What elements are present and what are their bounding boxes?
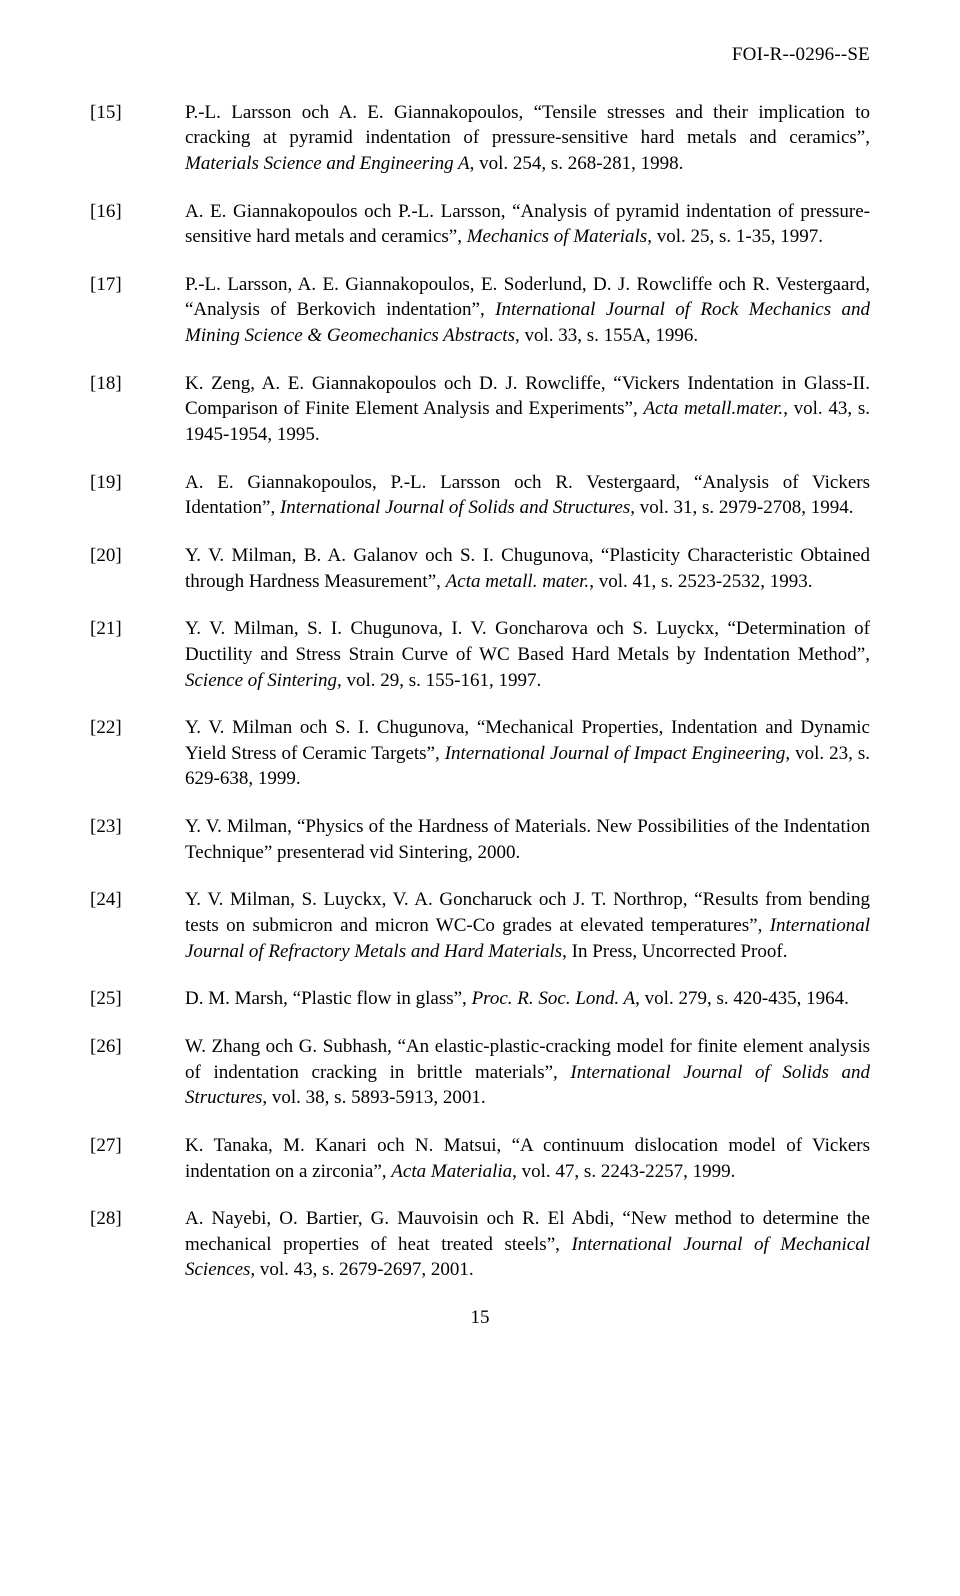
- reference-row: [15]P.-L. Larsson och A. E. Giannakopoul…: [90, 100, 870, 177]
- reference-list: [15]P.-L. Larsson och A. E. Giannakopoul…: [90, 100, 870, 1283]
- reference-number: [20]: [90, 543, 185, 569]
- reference-text: A. Nayebi, O. Bartier, G. Mauvoisin och …: [185, 1206, 870, 1283]
- reference-text: A. E. Giannakopoulos och P.-L. Larsson, …: [185, 199, 870, 250]
- reference-number: [17]: [90, 272, 185, 298]
- reference-row: [22]Y. V. Milman och S. I. Chugunova, “M…: [90, 715, 870, 792]
- reference-row: [16]A. E. Giannakopoulos och P.-L. Larss…: [90, 199, 870, 250]
- reference-row: [20]Y. V. Milman, B. A. Galanov och S. I…: [90, 543, 870, 594]
- reference-number: [25]: [90, 986, 185, 1012]
- reference-text: A. E. Giannakopoulos, P.-L. Larsson och …: [185, 470, 870, 521]
- page-number: 15: [90, 1305, 870, 1331]
- reference-number: [18]: [90, 371, 185, 397]
- reference-row: [26]W. Zhang och G. Subhash, “An elastic…: [90, 1034, 870, 1111]
- reference-row: [24]Y. V. Milman, S. Luyckx, V. A. Gonch…: [90, 887, 870, 964]
- reference-number: [27]: [90, 1133, 185, 1159]
- reference-text: D. M. Marsh, “Plastic flow in glass”, Pr…: [185, 986, 870, 1012]
- reference-text: Y. V. Milman, S. I. Chugunova, I. V. Gon…: [185, 616, 870, 693]
- reference-row: [21]Y. V. Milman, S. I. Chugunova, I. V.…: [90, 616, 870, 693]
- document-header: FOI-R--0296--SE: [90, 42, 870, 68]
- reference-row: [25]D. M. Marsh, “Plastic flow in glass”…: [90, 986, 870, 1012]
- reference-number: [26]: [90, 1034, 185, 1060]
- reference-number: [16]: [90, 199, 185, 225]
- reference-row: [28]A. Nayebi, O. Bartier, G. Mauvoisin …: [90, 1206, 870, 1283]
- reference-row: [17]P.-L. Larsson, A. E. Giannakopoulos,…: [90, 272, 870, 349]
- reference-text: P.-L. Larsson och A. E. Giannakopoulos, …: [185, 100, 870, 177]
- reference-number: [19]: [90, 470, 185, 496]
- reference-number: [23]: [90, 814, 185, 840]
- reference-text: K. Tanaka, M. Kanari och N. Matsui, “A c…: [185, 1133, 870, 1184]
- reference-text: P.-L. Larsson, A. E. Giannakopoulos, E. …: [185, 272, 870, 349]
- reference-number: [28]: [90, 1206, 185, 1232]
- reference-text: Y. V. Milman och S. I. Chugunova, “Mecha…: [185, 715, 870, 792]
- reference-text: K. Zeng, A. E. Giannakopoulos och D. J. …: [185, 371, 870, 448]
- reference-number: [21]: [90, 616, 185, 642]
- reference-number: [24]: [90, 887, 185, 913]
- reference-text: Y. V. Milman, “Physics of the Hardness o…: [185, 814, 870, 865]
- reference-row: [27]K. Tanaka, M. Kanari och N. Matsui, …: [90, 1133, 870, 1184]
- reference-text: W. Zhang och G. Subhash, “An elastic-pla…: [185, 1034, 870, 1111]
- reference-row: [18]K. Zeng, A. E. Giannakopoulos och D.…: [90, 371, 870, 448]
- reference-text: Y. V. Milman, B. A. Galanov och S. I. Ch…: [185, 543, 870, 594]
- reference-row: [23]Y. V. Milman, “Physics of the Hardne…: [90, 814, 870, 865]
- page-container: FOI-R--0296--SE [15]P.-L. Larsson och A.…: [0, 0, 960, 1371]
- reference-row: [19]A. E. Giannakopoulos, P.-L. Larsson …: [90, 470, 870, 521]
- reference-text: Y. V. Milman, S. Luyckx, V. A. Goncharuc…: [185, 887, 870, 964]
- reference-number: [22]: [90, 715, 185, 741]
- reference-number: [15]: [90, 100, 185, 126]
